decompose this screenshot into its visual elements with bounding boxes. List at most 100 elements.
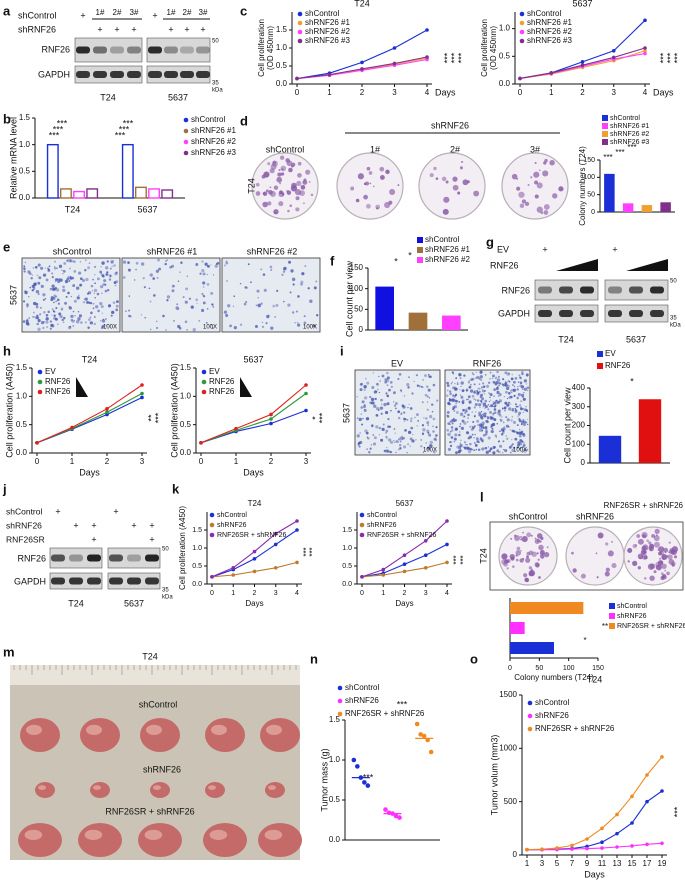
x-tick-label: 3 xyxy=(612,88,617,97)
cell xyxy=(489,378,491,380)
label: 2# xyxy=(113,8,122,17)
colony xyxy=(521,199,527,204)
cell xyxy=(459,425,461,428)
label: 35 xyxy=(162,588,169,594)
data-point xyxy=(518,76,522,81)
cell xyxy=(398,437,402,441)
cell xyxy=(458,446,462,450)
cell xyxy=(398,443,402,447)
dose-wedge xyxy=(626,259,668,271)
significance: *** xyxy=(603,153,612,162)
colony xyxy=(674,555,678,559)
tumor xyxy=(90,782,110,798)
cell xyxy=(384,378,388,382)
data-point xyxy=(549,71,554,75)
y-tick-label: 1.0 xyxy=(329,755,341,764)
cell xyxy=(383,402,387,407)
cell xyxy=(72,325,75,328)
legend-label: shControl xyxy=(425,235,459,244)
cell xyxy=(508,372,511,375)
cell xyxy=(385,449,389,453)
label: 50 xyxy=(162,547,169,553)
legend-marker xyxy=(183,139,189,145)
x-tick-label: 3 xyxy=(140,457,145,466)
cell xyxy=(43,311,46,314)
cell xyxy=(410,426,414,430)
cell xyxy=(384,410,389,415)
cell xyxy=(188,297,192,300)
cell xyxy=(428,433,432,437)
cell xyxy=(33,316,35,318)
cell xyxy=(398,373,402,376)
cell xyxy=(506,418,510,422)
cell xyxy=(260,268,263,271)
cell xyxy=(512,443,514,446)
colony xyxy=(516,546,521,551)
colony xyxy=(607,550,614,557)
cell xyxy=(45,278,49,282)
colony xyxy=(536,552,539,555)
blot-band xyxy=(76,71,90,78)
colony xyxy=(580,573,586,579)
colony xyxy=(302,179,308,185)
label: 1# xyxy=(96,8,105,17)
cell xyxy=(397,416,401,420)
colony xyxy=(661,574,667,580)
y-tick-label: 0 xyxy=(581,458,586,467)
cell xyxy=(175,306,179,310)
legend-label: shRNF26 #1 xyxy=(191,126,236,135)
cell xyxy=(409,445,412,448)
label: + xyxy=(113,506,118,516)
cell xyxy=(513,380,516,384)
cell xyxy=(519,404,521,406)
cell xyxy=(32,267,35,269)
blot-band xyxy=(145,577,159,585)
colony xyxy=(516,186,521,191)
y-tick-label: 0.0 xyxy=(276,79,288,88)
significance: *** xyxy=(627,143,636,152)
cell xyxy=(42,273,47,277)
cell xyxy=(69,275,72,278)
cell xyxy=(503,448,505,451)
colony xyxy=(291,162,296,167)
cell xyxy=(358,417,362,422)
cell xyxy=(453,440,456,443)
cell xyxy=(488,449,492,453)
cell xyxy=(111,310,115,314)
cell xyxy=(522,397,526,401)
cell xyxy=(516,397,519,400)
legend-marker xyxy=(417,257,423,263)
cell xyxy=(456,383,459,386)
legend-label: shRNF26 #2 xyxy=(191,137,236,146)
legend-marker xyxy=(297,20,303,26)
cell xyxy=(412,433,414,435)
blot-band xyxy=(51,577,65,585)
y-tick-label: 1.0 xyxy=(499,24,511,33)
cell xyxy=(480,379,483,381)
cell xyxy=(403,411,406,414)
cell xyxy=(107,304,112,308)
cell xyxy=(455,428,458,431)
colony xyxy=(355,198,360,203)
cell xyxy=(80,321,83,324)
colony xyxy=(663,547,669,553)
cell xyxy=(476,399,480,402)
cell xyxy=(520,423,523,426)
cell xyxy=(65,295,68,298)
cell xyxy=(71,319,75,323)
cell xyxy=(110,314,113,317)
data-point xyxy=(105,410,109,415)
cell xyxy=(520,385,525,389)
y-tick-label: 0.5 xyxy=(342,563,352,570)
tumor-highlight xyxy=(26,724,42,736)
cell xyxy=(451,429,454,432)
x-axis-label: Days xyxy=(245,599,263,608)
cell xyxy=(25,321,29,325)
colony xyxy=(522,557,525,560)
tumor-highlight xyxy=(208,785,216,790)
cell xyxy=(386,376,390,380)
cell xyxy=(502,378,505,381)
significance: *** xyxy=(665,52,675,63)
colony xyxy=(605,567,610,572)
cell xyxy=(468,379,471,382)
